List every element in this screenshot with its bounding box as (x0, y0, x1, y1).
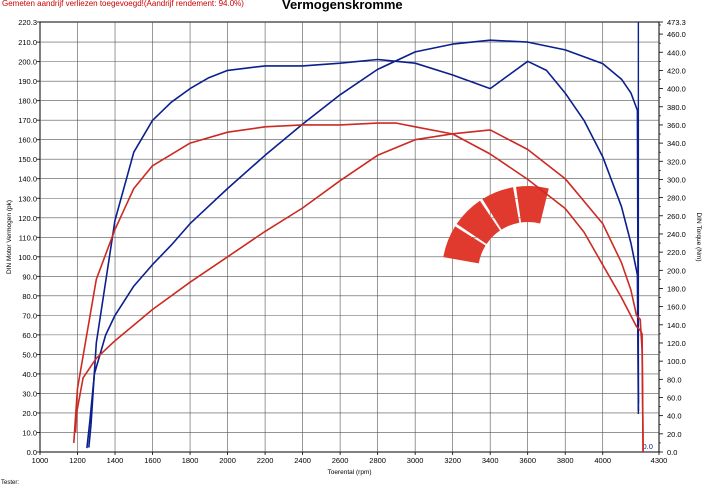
x-tick-label: 2600 (332, 456, 349, 465)
y-tick-label: 210.0 (18, 38, 37, 47)
y2-tick-label: 140.0 (667, 321, 686, 330)
logo-segment (456, 200, 501, 245)
logo-segment (482, 187, 520, 230)
y2-tick-label: 260.0 (667, 212, 686, 221)
y2-tick-label: 40.0 (667, 412, 682, 421)
y2-tick-label: 0.0 (667, 448, 677, 457)
y-tick-label: 150.0 (18, 155, 37, 164)
y2-tick-label: 100.0 (667, 357, 686, 366)
x-tick-label: 3400 (482, 456, 499, 465)
y2-tick-label: 160.0 (667, 303, 686, 312)
y-axis-label: DIN Motor Vermogen (pk) (6, 200, 13, 274)
x-end-label: 0.0 (643, 442, 653, 451)
y2-tick-label: 280.0 (667, 194, 686, 203)
x-tick-label: 2400 (294, 456, 311, 465)
brand-logo (443, 186, 549, 264)
y-tick-label: 70.0 (22, 311, 37, 320)
logo-segment (443, 226, 486, 264)
y-tick-label: 190.0 (18, 77, 37, 86)
y-tick-label: 180.0 (18, 97, 37, 106)
y2-tick-label: 340.0 (667, 139, 686, 148)
y-tick-label: 140.0 (18, 175, 37, 184)
y2-tick-label: 80.0 (667, 375, 682, 384)
y2-tick-label: 460.0 (667, 30, 686, 39)
x-tick-label: 1400 (107, 456, 124, 465)
y2-axis-label: DIN Torque (Nm) (695, 212, 702, 261)
x-tick-label: 1200 (69, 456, 86, 465)
y-tick-label: 170.0 (18, 116, 37, 125)
y2-tick-label: 240.0 (667, 230, 686, 239)
y2-tick-label: 380.0 (667, 103, 686, 112)
x-tick-label: 2200 (257, 456, 274, 465)
y-tick-label: 130.0 (18, 194, 37, 203)
x-tick-label: 3000 (407, 456, 424, 465)
y-tick-label: 160.0 (18, 136, 37, 145)
x-tick-label: 1800 (182, 456, 199, 465)
y2-tick-label: 180.0 (667, 284, 686, 293)
y2-tick-label: 360.0 (667, 121, 686, 130)
y-tick-label: 200.0 (18, 58, 37, 67)
y-tick-label: 120.0 (18, 214, 37, 223)
y2-tick-label: 320.0 (667, 157, 686, 166)
series-line-2 (88, 58, 640, 448)
tester-label: Tester: (1, 480, 20, 486)
y-tick-label: 220.3 (18, 18, 37, 27)
y-tick-label: 90.0 (22, 272, 37, 281)
y-tick-label: 0.0 (27, 448, 37, 457)
logo-segment (516, 186, 549, 224)
y2-tick-label: 400.0 (667, 85, 686, 94)
y-tick-label: 110.0 (19, 233, 37, 242)
y-tick-label: 40.0 (22, 370, 37, 379)
y2-tick-label: 300.0 (667, 175, 686, 184)
y-tick-label: 80.0 (22, 292, 37, 301)
y2-tick-label: 20.0 (667, 430, 682, 439)
y-tick-label: 20.0 (22, 409, 37, 418)
y2-tick-label: 420.0 (667, 66, 686, 75)
y2-tick-label: 200.0 (667, 266, 686, 275)
y-tick-label: 50.0 (22, 350, 37, 359)
x-tick-label: 2000 (219, 456, 236, 465)
x-tick-label: 4300 (651, 456, 668, 465)
x-tick-label: 3600 (519, 456, 536, 465)
chart-title: Vermogenskromme (282, 0, 403, 12)
x-tick-label: 3800 (557, 456, 574, 465)
series-line-3 (74, 129, 644, 453)
x-tick-label: 3200 (444, 456, 461, 465)
y2-tick-label: 120.0 (667, 339, 686, 348)
x-tick-label: 1600 (144, 456, 161, 465)
y-tick-label: 10.0 (22, 428, 37, 437)
y2-tick-label: 440.0 (667, 48, 686, 57)
x-tick-label: 1000 (32, 456, 49, 465)
drive-loss-note: Gemeten aandrijf verliezen toegevoegd!(A… (2, 0, 244, 8)
x-axis-label: Toerental (rpm) (327, 469, 371, 476)
y2-tick-label: 473.3 (667, 18, 686, 27)
y-tick-label: 60.0 (22, 331, 37, 340)
y-tick-label: 100.0 (18, 253, 37, 262)
series-line-4 (73, 122, 644, 453)
x-tick-label: 4000 (594, 456, 611, 465)
y2-tick-label: 220.0 (667, 248, 686, 257)
x-tick-label: 2800 (369, 456, 386, 465)
y-tick-label: 30.0 (22, 389, 37, 398)
y2-tick-label: 60.0 (667, 393, 682, 402)
